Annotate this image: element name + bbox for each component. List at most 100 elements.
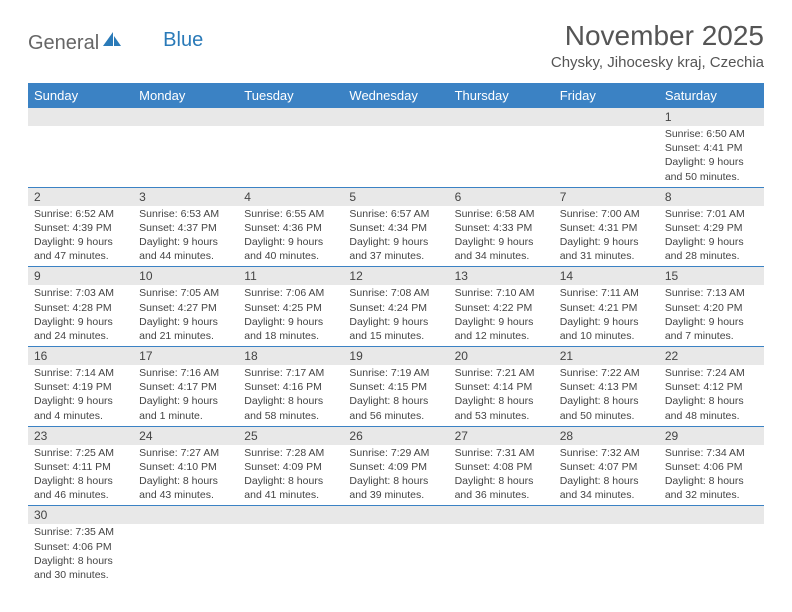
- day-line-ss: Sunset: 4:12 PM: [665, 380, 758, 394]
- day-line-sr: Sunrise: 7:13 AM: [665, 286, 758, 300]
- day-line-sr: Sunrise: 7:06 AM: [244, 286, 337, 300]
- day-line-dl2: and 37 minutes.: [349, 249, 442, 263]
- day-line-dl2: and 30 minutes.: [34, 568, 127, 582]
- day-line-ss: Sunset: 4:39 PM: [34, 221, 127, 235]
- calendar-day-cell: 24Sunrise: 7:27 AMSunset: 4:10 PMDayligh…: [133, 426, 238, 506]
- weekday-header: Wednesday: [343, 83, 448, 108]
- calendar-day-cell: 23Sunrise: 7:25 AMSunset: 4:11 PMDayligh…: [28, 426, 133, 506]
- day-line-dl2: and 47 minutes.: [34, 249, 127, 263]
- calendar-day-cell: 30Sunrise: 7:35 AMSunset: 4:06 PMDayligh…: [28, 506, 133, 585]
- calendar-day-cell: 28Sunrise: 7:32 AMSunset: 4:07 PMDayligh…: [554, 426, 659, 506]
- day-number: 29: [659, 427, 764, 445]
- day-line-ss: Sunset: 4:37 PM: [139, 221, 232, 235]
- day-line-sr: Sunrise: 7:10 AM: [455, 286, 548, 300]
- logo-text-general: General: [28, 32, 99, 55]
- day-line-dl1: Daylight: 8 hours: [349, 474, 442, 488]
- day-line-dl2: and 18 minutes.: [244, 329, 337, 343]
- calendar-day-cell: [28, 108, 133, 187]
- day-line-dl1: Daylight: 9 hours: [139, 394, 232, 408]
- day-number: 22: [659, 347, 764, 365]
- day-details: Sunrise: 7:06 AMSunset: 4:25 PMDaylight:…: [238, 285, 343, 346]
- day-line-dl2: and 44 minutes.: [139, 249, 232, 263]
- calendar-day-cell: 12Sunrise: 7:08 AMSunset: 4:24 PMDayligh…: [343, 267, 448, 347]
- day-line-ss: Sunset: 4:14 PM: [455, 380, 548, 394]
- day-line-dl1: Daylight: 9 hours: [139, 235, 232, 249]
- day-line-ss: Sunset: 4:36 PM: [244, 221, 337, 235]
- calendar-week-row: 1Sunrise: 6:50 AMSunset: 4:41 PMDaylight…: [28, 108, 764, 187]
- day-line-sr: Sunrise: 7:00 AM: [560, 207, 653, 221]
- weekday-header: Thursday: [449, 83, 554, 108]
- day-line-ss: Sunset: 4:21 PM: [560, 301, 653, 315]
- day-line-ss: Sunset: 4:29 PM: [665, 221, 758, 235]
- day-line-sr: Sunrise: 7:32 AM: [560, 446, 653, 460]
- day-number: 13: [449, 267, 554, 285]
- day-line-dl1: Daylight: 9 hours: [139, 315, 232, 329]
- day-line-dl1: Daylight: 9 hours: [665, 235, 758, 249]
- day-details: Sunrise: 7:28 AMSunset: 4:09 PMDaylight:…: [238, 445, 343, 506]
- month-title: November 2025: [551, 20, 764, 52]
- calendar-day-cell: 13Sunrise: 7:10 AMSunset: 4:22 PMDayligh…: [449, 267, 554, 347]
- calendar-day-cell: [449, 108, 554, 187]
- calendar-day-cell: 6Sunrise: 6:58 AMSunset: 4:33 PMDaylight…: [449, 187, 554, 267]
- calendar-day-cell: [133, 108, 238, 187]
- weekday-header: Friday: [554, 83, 659, 108]
- weekday-header: Monday: [133, 83, 238, 108]
- calendar-week-row: 23Sunrise: 7:25 AMSunset: 4:11 PMDayligh…: [28, 426, 764, 506]
- calendar-day-cell: 1Sunrise: 6:50 AMSunset: 4:41 PMDaylight…: [659, 108, 764, 187]
- day-line-dl2: and 24 minutes.: [34, 329, 127, 343]
- day-number: 5: [343, 188, 448, 206]
- day-line-dl1: Daylight: 8 hours: [560, 394, 653, 408]
- day-number: 26: [343, 427, 448, 445]
- day-line-dl2: and 50 minutes.: [560, 409, 653, 423]
- day-line-dl1: Daylight: 8 hours: [349, 394, 442, 408]
- day-number: 8: [659, 188, 764, 206]
- day-number: 14: [554, 267, 659, 285]
- day-number: 3: [133, 188, 238, 206]
- calendar-day-cell: 14Sunrise: 7:11 AMSunset: 4:21 PMDayligh…: [554, 267, 659, 347]
- day-line-dl2: and 4 minutes.: [34, 409, 127, 423]
- day-line-dl2: and 58 minutes.: [244, 409, 337, 423]
- calendar-day-cell: 15Sunrise: 7:13 AMSunset: 4:20 PMDayligh…: [659, 267, 764, 347]
- day-line-dl2: and 56 minutes.: [349, 409, 442, 423]
- day-line-sr: Sunrise: 7:34 AM: [665, 446, 758, 460]
- calendar-day-cell: 22Sunrise: 7:24 AMSunset: 4:12 PMDayligh…: [659, 347, 764, 427]
- day-details: Sunrise: 7:00 AMSunset: 4:31 PMDaylight:…: [554, 206, 659, 267]
- day-number: [238, 506, 343, 524]
- day-line-ss: Sunset: 4:10 PM: [139, 460, 232, 474]
- day-line-ss: Sunset: 4:33 PM: [455, 221, 548, 235]
- day-line-ss: Sunset: 4:17 PM: [139, 380, 232, 394]
- day-line-sr: Sunrise: 7:03 AM: [34, 286, 127, 300]
- day-line-dl2: and 40 minutes.: [244, 249, 337, 263]
- day-details: Sunrise: 7:17 AMSunset: 4:16 PMDaylight:…: [238, 365, 343, 426]
- day-details: Sunrise: 7:05 AMSunset: 4:27 PMDaylight:…: [133, 285, 238, 346]
- day-line-dl2: and 12 minutes.: [455, 329, 548, 343]
- day-number: 27: [449, 427, 554, 445]
- day-line-sr: Sunrise: 7:22 AM: [560, 366, 653, 380]
- day-line-ss: Sunset: 4:41 PM: [665, 141, 758, 155]
- day-number: 17: [133, 347, 238, 365]
- day-line-dl2: and 43 minutes.: [139, 488, 232, 502]
- day-line-ss: Sunset: 4:24 PM: [349, 301, 442, 315]
- day-number: 28: [554, 427, 659, 445]
- calendar-body: 1Sunrise: 6:50 AMSunset: 4:41 PMDaylight…: [28, 108, 764, 585]
- day-line-dl1: Daylight: 8 hours: [560, 474, 653, 488]
- day-number: 15: [659, 267, 764, 285]
- day-line-sr: Sunrise: 7:27 AM: [139, 446, 232, 460]
- calendar-day-cell: 26Sunrise: 7:29 AMSunset: 4:09 PMDayligh…: [343, 426, 448, 506]
- calendar-week-row: 2Sunrise: 6:52 AMSunset: 4:39 PMDaylight…: [28, 187, 764, 267]
- day-details: Sunrise: 7:14 AMSunset: 4:19 PMDaylight:…: [28, 365, 133, 426]
- calendar-week-row: 9Sunrise: 7:03 AMSunset: 4:28 PMDaylight…: [28, 267, 764, 347]
- header: General Blue November 2025 Chysky, Jihoc…: [28, 20, 764, 71]
- logo-text-blue: Blue: [163, 29, 203, 52]
- calendar-day-cell: 11Sunrise: 7:06 AMSunset: 4:25 PMDayligh…: [238, 267, 343, 347]
- day-line-dl2: and 50 minutes.: [665, 170, 758, 184]
- calendar-day-cell: 10Sunrise: 7:05 AMSunset: 4:27 PMDayligh…: [133, 267, 238, 347]
- day-line-dl1: Daylight: 9 hours: [244, 315, 337, 329]
- day-details: Sunrise: 7:29 AMSunset: 4:09 PMDaylight:…: [343, 445, 448, 506]
- weekday-header: Tuesday: [238, 83, 343, 108]
- day-line-dl1: Daylight: 8 hours: [244, 394, 337, 408]
- calendar-day-cell: 25Sunrise: 7:28 AMSunset: 4:09 PMDayligh…: [238, 426, 343, 506]
- location: Chysky, Jihocesky kraj, Czechia: [551, 54, 764, 71]
- day-line-dl2: and 28 minutes.: [665, 249, 758, 263]
- day-number: [343, 108, 448, 126]
